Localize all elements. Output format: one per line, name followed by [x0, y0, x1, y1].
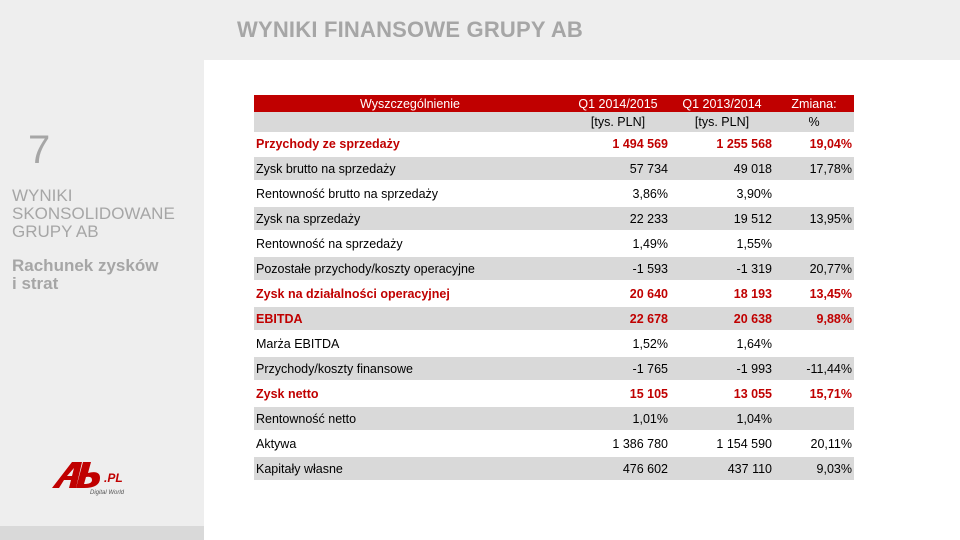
row-label: Rentowność netto	[254, 406, 566, 432]
value-q1-2014: 1,52%	[566, 331, 670, 357]
value-q1-2013: 49 018	[670, 156, 774, 182]
value-change: 9,88%	[774, 306, 854, 332]
value-q1-2013: -1 319	[670, 256, 774, 282]
table-row: EBITDA 22 678 20 638 9,88%	[254, 306, 854, 332]
section-title-line: WYNIKI	[12, 186, 73, 205]
column-header: Q1 2014/2015	[566, 95, 670, 112]
value-change	[774, 406, 854, 432]
value-q1-2013: 13 055	[670, 381, 774, 407]
company-logo: .PL Digital World	[52, 462, 125, 496]
row-label: Rentowność brutto na sprzedaży	[254, 181, 566, 207]
value-q1-2013: 18 193	[670, 281, 774, 307]
table-header-row: Wyszczególnienie Q1 2014/2015 Q1 2013/20…	[254, 95, 854, 112]
unit-cell: %	[774, 112, 854, 132]
value-q1-2014: 15 105	[566, 381, 670, 407]
value-change: 20,77%	[774, 256, 854, 282]
table-units-row: [tys. PLN] [tys. PLN] %	[254, 112, 854, 132]
table-row: Zysk na sprzedaży 22 233 19 512 13,95%	[254, 206, 854, 232]
sidebar	[0, 0, 204, 540]
value-q1-2014: 3,86%	[566, 181, 670, 207]
value-q1-2014: -1 765	[566, 356, 670, 382]
value-change: -11,44%	[774, 356, 854, 382]
slide-number: 7	[28, 128, 51, 172]
column-header: Q1 2013/2014	[670, 95, 774, 112]
financial-results-table: Wyszczególnienie Q1 2014/2015 Q1 2013/20…	[254, 95, 854, 482]
row-label: Przychody ze sprzedaży	[254, 132, 566, 157]
sidebar-footer-bar	[0, 526, 204, 540]
column-header: Zmiana:	[774, 95, 854, 112]
column-header: Wyszczególnienie	[254, 95, 566, 112]
value-q1-2013: 1 255 568	[670, 132, 774, 157]
value-q1-2014: 1 386 780	[566, 431, 670, 457]
value-q1-2013: 1,64%	[670, 331, 774, 357]
section-title-line: SKONSOLIDOWANE	[12, 204, 175, 223]
value-q1-2014: -1 593	[566, 256, 670, 282]
value-q1-2014: 57 734	[566, 156, 670, 182]
table-row: Zysk netto 15 105 13 055 15,71%	[254, 381, 854, 407]
value-change	[774, 231, 854, 257]
unit-cell	[254, 112, 566, 132]
value-q1-2013: 437 110	[670, 456, 774, 482]
row-label: Zysk netto	[254, 381, 566, 407]
value-q1-2013: 3,90%	[670, 181, 774, 207]
row-label: Przychody/koszty finansowe	[254, 356, 566, 382]
table-row: Pozostałe przychody/koszty operacyjne -1 …	[254, 256, 854, 282]
section-title-line: GRUPY AB	[12, 222, 99, 241]
row-label: Marża EBITDA	[254, 331, 566, 357]
value-q1-2013: 1,55%	[670, 231, 774, 257]
table-row: Zysk na działalności operacyjnej 20 640 18…	[254, 281, 854, 307]
value-change: 13,45%	[774, 281, 854, 307]
section-title: WYNIKI SKONSOLIDOWANE GRUPY AB	[12, 187, 202, 241]
value-q1-2013: 1,04%	[670, 406, 774, 432]
value-q1-2013: -1 993	[670, 356, 774, 382]
row-label: EBITDA	[254, 306, 566, 332]
value-q1-2013: 19 512	[670, 206, 774, 232]
logo-suffix: .PL	[104, 471, 123, 485]
value-q1-2014: 476 602	[566, 456, 670, 482]
value-change: 15,71%	[774, 381, 854, 407]
unit-cell: [tys. PLN]	[670, 112, 774, 132]
table-row: Zysk brutto na sprzedaży 57 734 49 018 17,7…	[254, 156, 854, 182]
value-q1-2013: 20 638	[670, 306, 774, 332]
value-change	[774, 181, 854, 207]
page-title: WYNIKI FINANSOWE GRUPY AB	[237, 17, 584, 42]
table-row: Kapitały własne 476 602 437 110 9,03%	[254, 456, 854, 482]
table-row: Rentowność brutto na sprzedaży 3,86% 3,90%	[254, 181, 854, 207]
value-q1-2014: 22 678	[566, 306, 670, 332]
value-q1-2014: 20 640	[566, 281, 670, 307]
value-q1-2014: 22 233	[566, 206, 670, 232]
row-label: Pozostałe przychody/koszty operacyjne	[254, 256, 566, 282]
section-subtitle-line: Rachunek zysków	[12, 256, 159, 275]
table-row: Marża EBITDA 1,52% 1,64%	[254, 331, 854, 357]
logo-tagline: Digital World	[90, 490, 125, 496]
row-label: Kapitały własne	[254, 456, 566, 482]
value-q1-2013: 1 154 590	[670, 431, 774, 457]
value-change: 20,11%	[774, 431, 854, 457]
unit-cell: [tys. PLN]	[566, 112, 670, 132]
row-label: Rentowność na sprzedaży	[254, 231, 566, 257]
table-row: Przychody ze sprzedaży 1 494 569 1 255 568…	[254, 132, 854, 157]
value-change: 13,95%	[774, 206, 854, 232]
value-change: 19,04%	[774, 132, 854, 157]
value-change: 17,78%	[774, 156, 854, 182]
section-subtitle: Rachunek zysków i strat	[12, 257, 202, 293]
value-change	[774, 331, 854, 357]
title-band	[204, 0, 960, 60]
value-q1-2014: 1,49%	[566, 231, 670, 257]
table-row: Rentowność na sprzedaży 1,49% 1,55%	[254, 231, 854, 257]
row-label: Zysk na sprzedaży	[254, 206, 566, 232]
value-q1-2014: 1,01%	[566, 406, 670, 432]
section-subtitle-line: i strat	[12, 274, 59, 293]
table-row: Aktywa 1 386 780 1 154 590 20,11%	[254, 431, 854, 457]
row-label: Zysk na działalności operacyjnej	[254, 281, 566, 307]
row-label: Aktywa	[254, 431, 566, 457]
row-label: Zysk brutto na sprzedaży	[254, 156, 566, 182]
table-row: Rentowność netto 1,01% 1,04%	[254, 406, 854, 432]
table-row: Przychody/koszty finansowe -1 765 -1 993 -1…	[254, 356, 854, 382]
value-change: 9,03%	[774, 456, 854, 482]
value-q1-2014: 1 494 569	[566, 132, 670, 157]
